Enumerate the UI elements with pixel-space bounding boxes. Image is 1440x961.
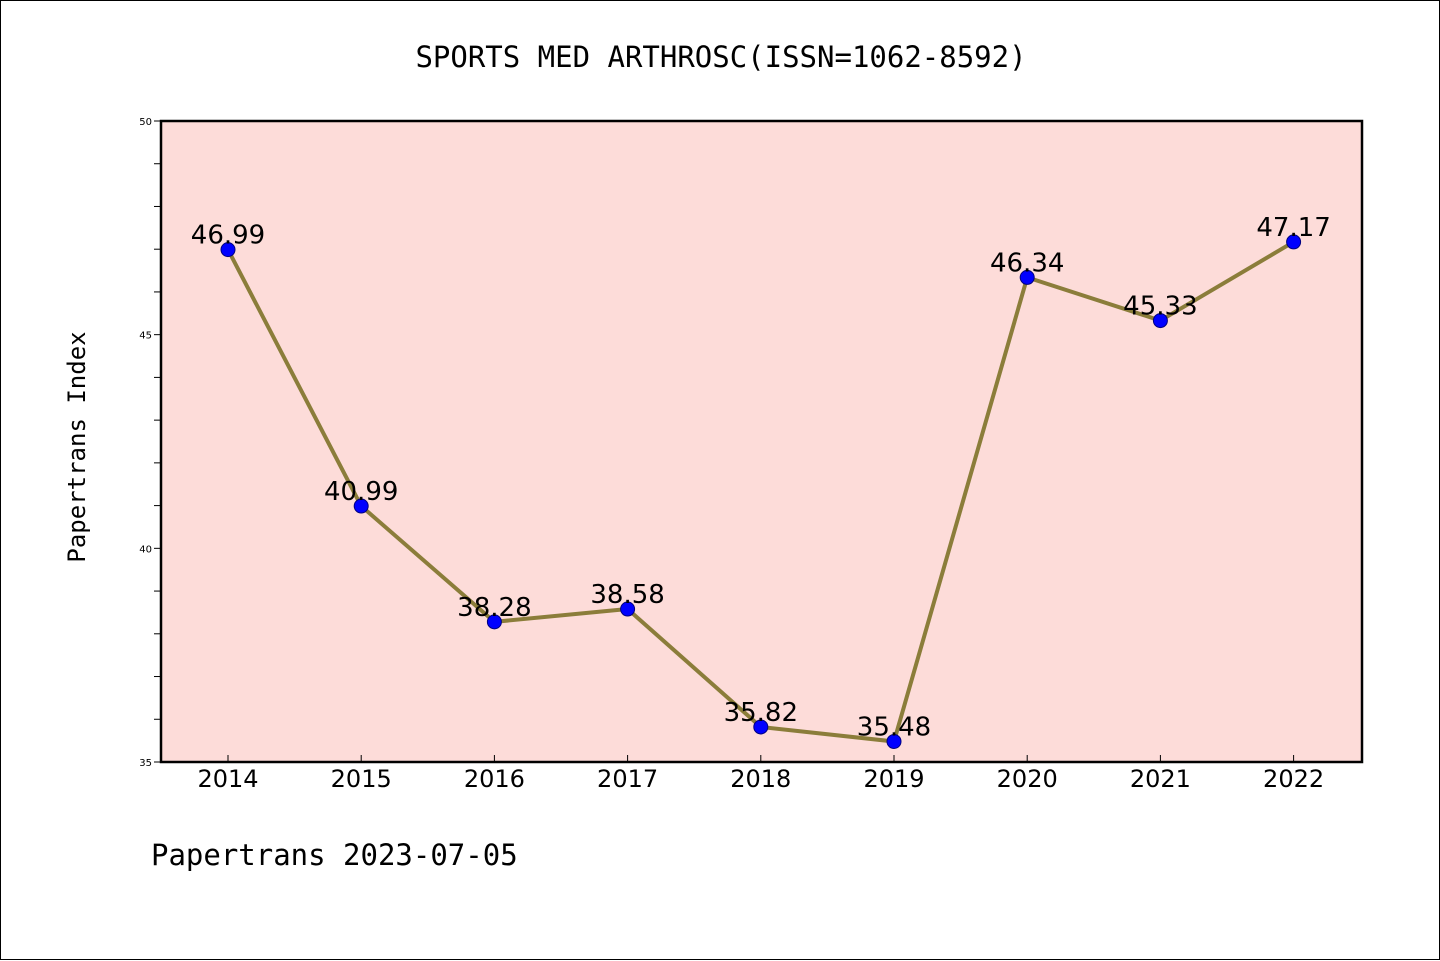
x-tick-label: 2014	[197, 765, 258, 793]
y-axis-label: Papertrans Index	[63, 331, 91, 562]
x-tick-label: 2021	[1130, 765, 1191, 793]
data-point	[620, 601, 636, 617]
data-point	[1019, 269, 1035, 285]
data-labels: 46.99 40.99 38.28 38.58 35.82 35.48 46.34 45.33…	[191, 213, 1331, 743]
x-tick-label: 2018	[730, 765, 791, 793]
data-label: 45.33	[1123, 292, 1197, 322]
x-tick-label: 2019	[863, 765, 924, 793]
data-point	[220, 242, 236, 258]
data-point	[1152, 313, 1168, 329]
data-point	[353, 498, 369, 514]
x-axis: 2014 2015 2016 2017 2018 2019 2020 2021 2022	[197, 755, 1324, 793]
y-axis: 35 40 45 50	[139, 117, 161, 769]
data-label: 46.34	[990, 248, 1064, 278]
data-label: 47.17	[1256, 213, 1330, 243]
x-tick-label: 2016	[464, 765, 525, 793]
y-tick-label: 35	[139, 758, 152, 769]
data-point	[753, 719, 769, 735]
y-tick-label: 40	[139, 544, 152, 555]
data-point	[1286, 234, 1302, 250]
data-label: 46.99	[191, 221, 265, 251]
y-tick-label: 50	[139, 117, 152, 128]
footer-text: Papertrans 2023-07-05	[151, 838, 518, 872]
x-tick-label: 2022	[1263, 765, 1324, 793]
y-tick-label: 45	[139, 331, 152, 342]
data-point	[886, 733, 902, 749]
series-markers	[220, 234, 1302, 749]
data-label: 38.28	[457, 593, 531, 623]
data-label: 35.82	[724, 698, 798, 728]
x-tick-label: 2015	[331, 765, 392, 793]
data-point	[486, 614, 502, 630]
data-label: 40.99	[324, 477, 398, 507]
x-tick-label: 2017	[597, 765, 658, 793]
data-label: 38.58	[590, 580, 664, 610]
chart-title: SPORTS MED ARTHROSC(ISSN=1062-8592)	[415, 40, 1026, 74]
plot-area	[159, 119, 1364, 764]
data-label: 35.48	[857, 712, 931, 742]
x-tick-label: 2020	[997, 765, 1058, 793]
